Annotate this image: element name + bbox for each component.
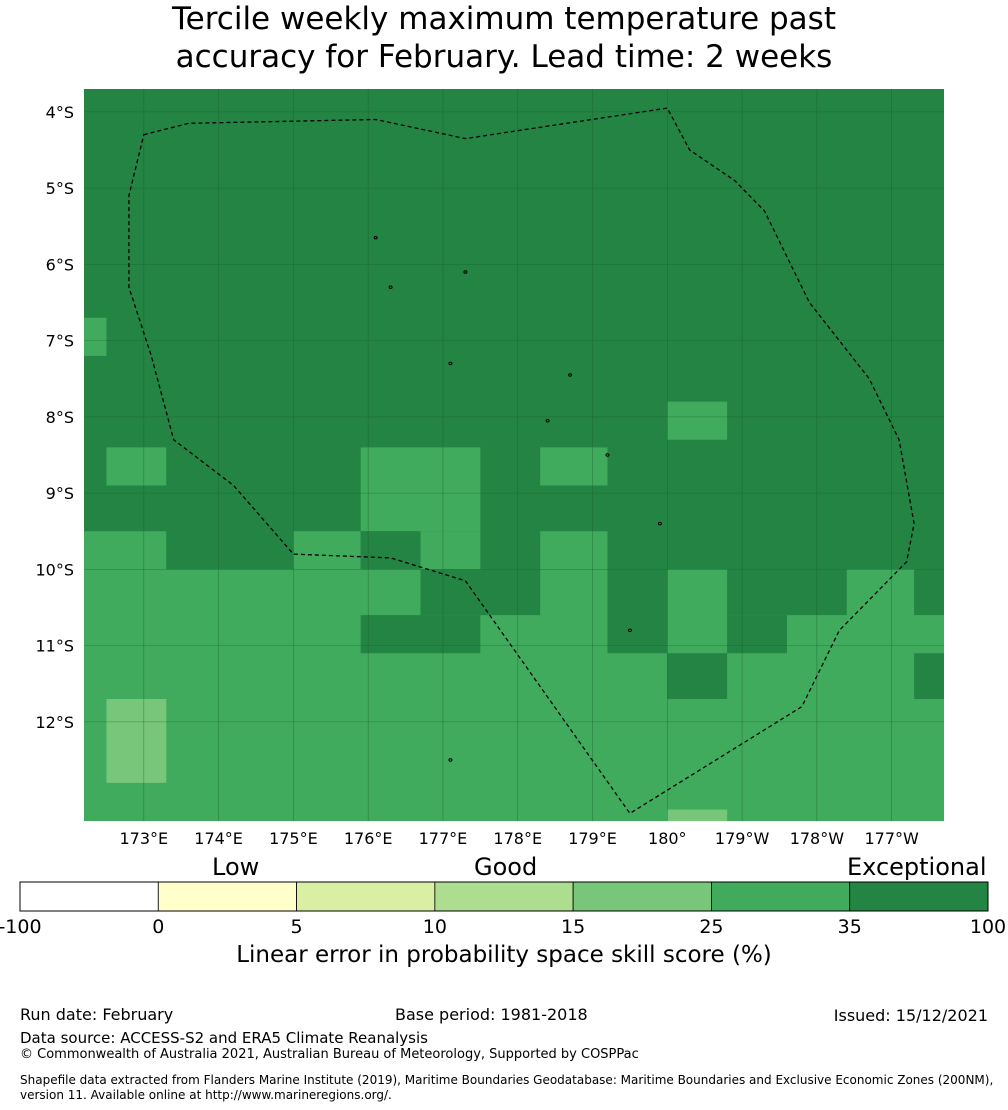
island-outline: [627, 628, 632, 633]
heatmap-cell: [106, 699, 167, 783]
issued-date: Issued: 15/12/2021: [833, 1006, 988, 1025]
x-tick-label: 178°W: [790, 829, 845, 848]
heatmap-cell: [667, 809, 728, 821]
y-tick-label: 11°S: [35, 637, 74, 656]
shapefile-credit-line-2: version 11. Available online at http://w…: [20, 1088, 392, 1102]
map-plot-area: [84, 89, 944, 821]
heatmap-cell: [360, 531, 421, 570]
heatmap-cell: [84, 531, 167, 570]
heatmap-cell: [420, 531, 481, 570]
island-outline: [388, 285, 393, 289]
copyright-notice: © Commonwealth of Australia 2021, Austra…: [20, 1047, 639, 1062]
colorbar-category-good: Good: [474, 853, 538, 881]
heatmap-cell: [540, 447, 608, 486]
data-source: Data source: ACCESS-S2 and ERA5 Climate …: [20, 1029, 428, 1047]
island-outline: [605, 453, 610, 457]
colorbar-segment: [572, 881, 712, 912]
x-tick-label: 180°: [648, 829, 687, 848]
heatmap-cell: [360, 615, 481, 654]
heatmap-cell: [540, 531, 608, 570]
island-outline: [568, 373, 573, 377]
y-tick-label: 10°S: [35, 560, 74, 579]
heatmap-cell: [667, 653, 728, 699]
x-tick-label: 175°E: [269, 829, 318, 848]
colorbar-label: Linear error in probability space skill …: [236, 942, 772, 968]
x-tick-label: 177°E: [419, 829, 468, 848]
colorbar: -100 0 5 10 15 25 35 100: [0, 881, 1006, 938]
colorbar-tick-label: 25: [699, 916, 723, 938]
y-tick-label: 8°S: [46, 408, 74, 427]
colorbar-tick-label: -100: [0, 916, 42, 938]
y-tick-label: 9°S: [46, 484, 74, 503]
heatmap-cell: [420, 569, 541, 616]
eez-boundary: [128, 107, 915, 815]
island-outline: [545, 418, 550, 423]
heatmap-cell: [293, 531, 361, 570]
heatmap-cell: [360, 447, 481, 532]
chart-title-line-2: accuracy for February. Lead time: 2 week…: [175, 39, 833, 75]
colorbar-tick-label: 5: [291, 916, 303, 938]
colorbar-category-low: Low: [212, 853, 260, 881]
island-outline: [657, 521, 662, 526]
island-outline: [463, 270, 468, 274]
chart-title: Tercile weekly maximum temperature past …: [0, 0, 1008, 76]
heatmap-cell: [727, 569, 847, 616]
y-tick-label: 4°S: [46, 103, 74, 122]
map-axes: 173°E 174°E 175°E 176°E 177°E 178°E 179°E 180° 1…: [35, 103, 919, 848]
x-tick-label: 173°E: [119, 829, 168, 848]
colorbar-tick-label: 0: [152, 916, 164, 938]
heatmap-cell: [607, 569, 668, 654]
x-tick-label: 179°W: [715, 829, 770, 848]
heatmap-cell: [727, 615, 787, 654]
colorbar-outline: [19, 881, 989, 912]
colorbar-segment: [711, 881, 851, 912]
x-tick-label: 178°E: [493, 829, 542, 848]
colorbar-tick-label: 10: [423, 916, 447, 938]
island-outline: [448, 361, 453, 366]
heatmap-cell: [106, 447, 167, 486]
y-tick-label: 6°S: [46, 255, 74, 274]
heatmap-cell: [846, 569, 915, 616]
colorbar-segment: [19, 881, 159, 912]
colorbar-segment: [157, 881, 297, 912]
y-tick-label: 12°S: [35, 713, 74, 732]
colorbar-segment: [434, 881, 574, 912]
x-tick-label: 179°E: [568, 829, 617, 848]
heatmap-cell: [914, 569, 944, 616]
heatmap-cell: [914, 653, 944, 699]
heatmap-cell: [667, 401, 728, 440]
y-tick-label: 5°S: [46, 179, 74, 198]
y-tick-label: 7°S: [46, 332, 74, 351]
island-outline: [373, 235, 378, 240]
island-outline: [448, 758, 453, 762]
heatmap-cell: [84, 317, 107, 356]
colorbar-category-exceptional: Exceptional: [847, 853, 987, 881]
colorbar-tick-label: 100: [970, 916, 1006, 938]
colorbar-tick-label: 35: [838, 916, 862, 938]
run-date: Run date: February: [20, 1005, 174, 1024]
colorbar-segment: [296, 881, 436, 912]
x-tick-label: 176°E: [344, 829, 393, 848]
colorbar-segment: [849, 881, 989, 912]
shapefile-credit-line-1: Shapefile data extracted from Flanders M…: [20, 1073, 994, 1087]
x-tick-label: 177°W: [864, 829, 919, 848]
x-tick-label: 174°E: [194, 829, 243, 848]
base-period: Base period: 1981-2018: [395, 1005, 588, 1024]
chart-title-line-1: Tercile weekly maximum temperature past: [171, 1, 836, 37]
colorbar-tick-label: 15: [561, 916, 585, 938]
